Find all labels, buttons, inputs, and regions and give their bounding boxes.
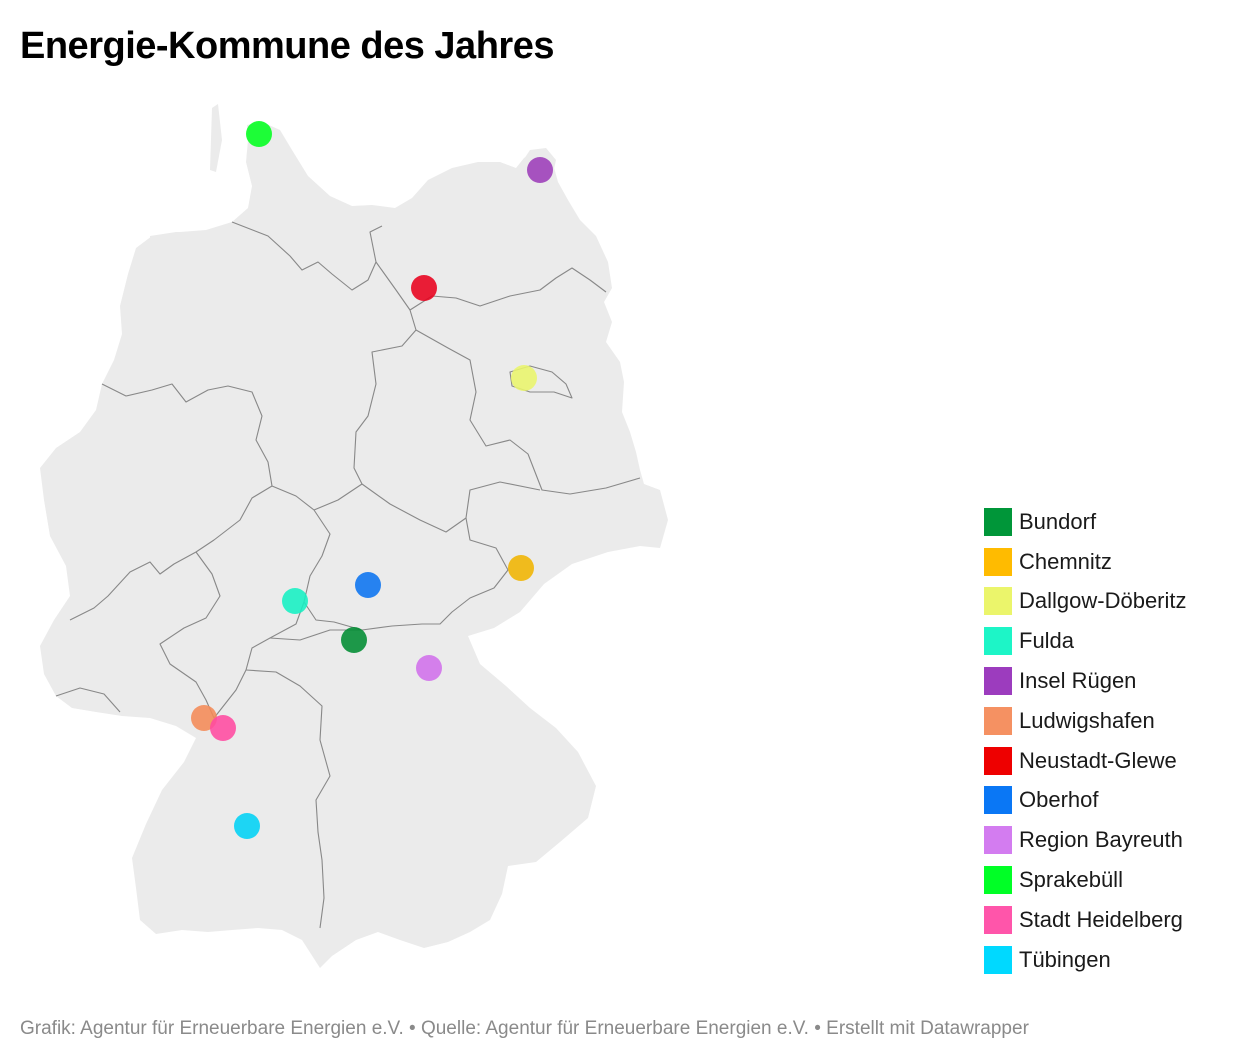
legend-item: Dallgow-Döberitz [984,582,1234,622]
legend-item: Stadt Heidelberg [984,900,1234,940]
legend-swatch [984,746,1012,775]
marker-stadt-heidelberg[interactable]: Stadt Heidelberg [210,715,236,741]
legend-item: Neustadt-Glewe [984,741,1234,781]
legend-swatch [984,945,1012,974]
border-bw-by [245,669,331,929]
legend: Bundorf Chemnitz Dallgow-Döberitz Fulda … [984,502,1234,980]
legend-swatch [984,905,1012,934]
border-th-sn [422,517,509,625]
border-he-by [213,601,305,719]
marker-oberhof[interactable]: Oberhof [355,572,381,598]
legend-item: Bundorf [984,502,1234,542]
marker-neustadt-glewe[interactable]: Neustadt-Glewe [411,275,437,301]
marker-bundorf[interactable]: Bundorf [341,627,367,653]
legend-label: Insel Rügen [1019,668,1137,694]
legend-swatch [984,627,1012,656]
border-st-th [361,481,541,533]
legend-swatch [984,826,1012,855]
legend-swatch [984,786,1012,815]
legend-label: Oberhof [1019,787,1099,813]
border-sh [231,221,383,291]
legend-label: Dallgow-Döberitz [1019,588,1187,614]
state-borders [55,221,641,929]
legend-swatch [984,706,1012,735]
border-he-th [271,483,423,631]
legend-label: Fulda [1019,628,1075,654]
border-ni-st [353,309,417,485]
legend-label: Tübingen [1019,946,1111,972]
legend-item: Ludwigshafen [984,701,1234,741]
legend-swatch [984,866,1012,895]
legend-label: Stadt Heidelberg [1019,906,1183,932]
legend-item: Tübingen [984,940,1234,980]
north-sea-islands [150,232,200,240]
legend-item: Sprakebüll [984,860,1234,900]
marker-dallgow-doeberitz[interactable]: Dallgow-Döberitz [511,365,537,391]
legend-swatch [984,667,1012,696]
legend-label: Chemnitz [1019,548,1112,574]
legend-item: Fulda [984,621,1234,661]
border-mv [375,261,607,311]
marker-chemnitz[interactable]: Chemnitz [508,555,534,581]
legend-label: Ludwigshafen [1019,707,1155,733]
location-markers: Sprakebüll Insel Rügen Neustadt-Glewe Dallg… [191,121,553,839]
border-saar [55,687,121,713]
border-he-rp [159,551,221,719]
legend-swatch [984,507,1012,536]
legend-item: Chemnitz [984,542,1234,582]
legend-item: Oberhof [984,781,1234,821]
sylt-island [210,104,222,172]
legend-swatch [984,587,1012,616]
legend-label: Sprakebüll [1019,867,1123,893]
legend-label: Bundorf [1019,508,1097,534]
source-footer: Grafik: Agentur für Erneuerbare Energien… [20,1018,1029,1039]
border-bb-st [415,329,641,495]
legend-item: Insel Rügen [984,661,1234,701]
marker-sprakebuell[interactable]: Sprakebüll [246,121,272,147]
border-nrw-he [69,485,273,621]
marker-region-bayreuth[interactable]: Region Bayreuth [416,655,442,681]
border-nrw-ni [101,383,273,487]
legend-label: Region Bayreuth [1019,827,1183,853]
germany-outline [40,122,668,968]
legend-item: Region Bayreuth [984,820,1234,860]
legend-swatch [984,547,1012,576]
marker-fulda[interactable]: Fulda [282,588,308,614]
marker-insel-ruegen[interactable]: Insel Rügen [527,157,553,183]
legend-label: Neustadt-Glewe [1019,747,1177,773]
chart-title: Energie-Kommune des Jahres [20,25,554,67]
marker-tuebingen[interactable]: Tübingen [234,813,260,839]
